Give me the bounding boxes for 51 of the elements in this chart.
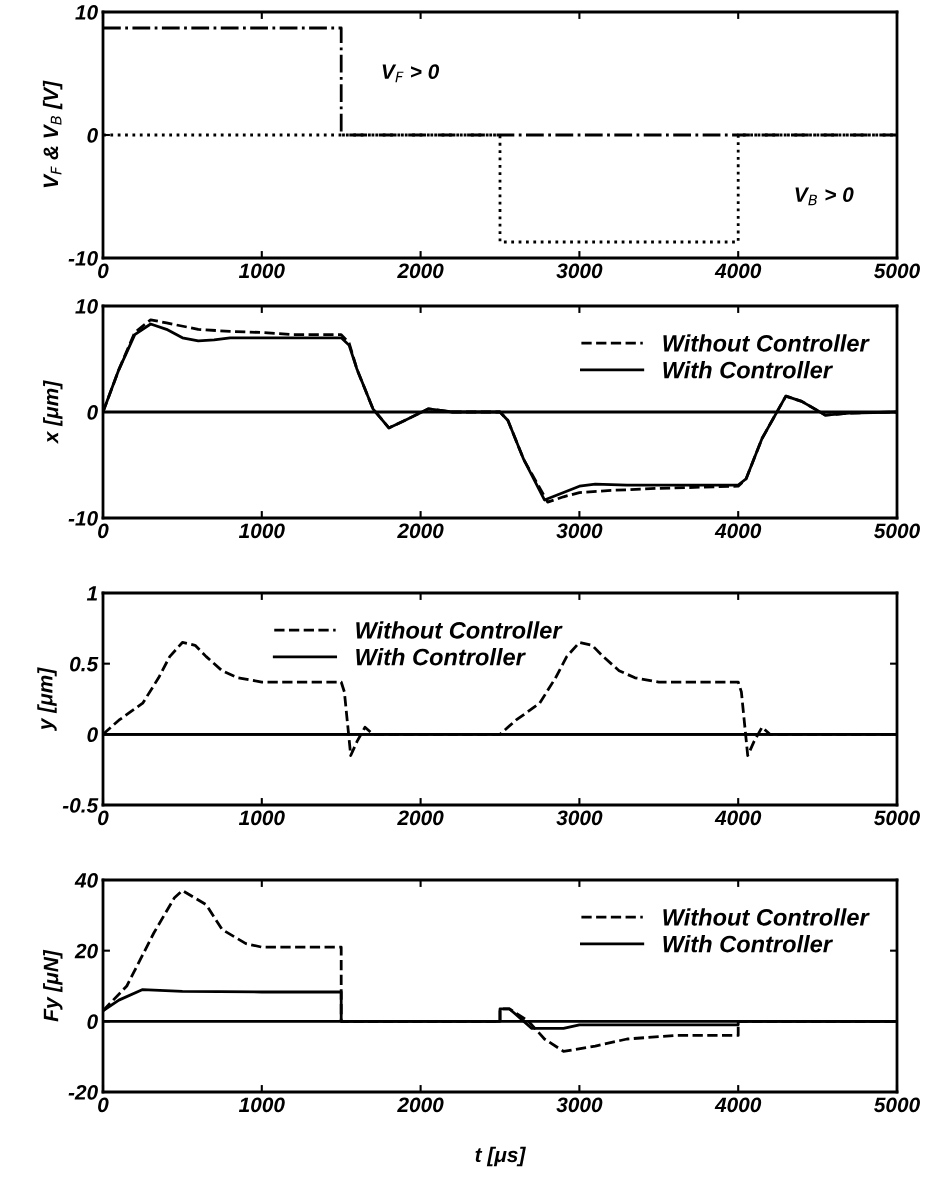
- x-tick-label: 3000: [556, 523, 603, 539]
- x-axis-title: t [μs]: [475, 1146, 526, 1167]
- y-tick-label: 10: [75, 299, 98, 314]
- y-tick-label: 1: [86, 586, 98, 601]
- y-axis-title: V$_{F}$ & V$_{B}$ [V]: [42, 80, 63, 188]
- y-axis-title: x [μm]: [43, 380, 63, 445]
- y-tick-label: 0: [87, 128, 98, 143]
- x-tick-label: 2000: [397, 810, 444, 826]
- y-tick-label: 20: [74, 943, 98, 959]
- annotation: V$_{F}$ > 0: [382, 64, 440, 83]
- y-tick-label: -10: [68, 511, 98, 526]
- x-tick-label: 0: [98, 1097, 109, 1113]
- y-axis-title: Fy [μN]: [43, 949, 63, 1022]
- x-tick-label: 0: [98, 810, 109, 826]
- legend-label: With Controller: [663, 361, 834, 379]
- y-tick-label: 0: [87, 1014, 98, 1030]
- x-tick-label: 2000: [397, 263, 444, 279]
- x-tick-label: 5000: [874, 810, 920, 826]
- x-tick-label: 0: [98, 523, 109, 539]
- y-tick-label: -0.5: [62, 798, 99, 813]
- x-tick-label: 1000: [238, 523, 285, 539]
- y-axis-title: y [μm]: [37, 667, 57, 732]
- y-tick-label: -20: [68, 1085, 98, 1100]
- x-tick-label: 3000: [556, 810, 603, 826]
- x-tick-label: 1000: [238, 810, 285, 826]
- legend-label: With Controller: [356, 648, 526, 666]
- x-tick-label: 5000: [874, 523, 920, 539]
- x-tick-label: 5000: [874, 263, 920, 279]
- legend-label: Without Controller: [663, 334, 870, 352]
- x-tick-label: 1000: [238, 263, 285, 279]
- x-tick-label: 1000: [238, 1097, 285, 1113]
- x-tick-label: 4000: [714, 523, 762, 539]
- x-tick-label: 4000: [714, 810, 762, 826]
- x-tick-label: 5000: [874, 1097, 920, 1113]
- y-tick-label: 0: [87, 727, 98, 743]
- y-tick-label: 0: [87, 405, 98, 420]
- x-tick-label: 3000: [556, 1097, 603, 1113]
- x-tick-label: 2000: [397, 523, 444, 539]
- x-tick-label: 2000: [397, 1097, 444, 1113]
- y-tick-label: 10: [75, 5, 98, 20]
- legend-label: Without Controller: [356, 621, 563, 639]
- y-tick-label: 40: [74, 873, 98, 888]
- legend-label: Without Controller: [663, 908, 870, 926]
- annotation: V$_{B}$ > 0: [795, 187, 854, 206]
- x-tick-label: 4000: [714, 263, 762, 279]
- x-tick-label: 0: [98, 263, 109, 279]
- legend-label: With Controller: [663, 935, 834, 953]
- y-tick-label: -10: [68, 251, 98, 266]
- y-tick-label: 0.5: [70, 656, 99, 672]
- x-tick-label: 3000: [556, 263, 603, 279]
- x-tick-label: 4000: [714, 1097, 762, 1113]
